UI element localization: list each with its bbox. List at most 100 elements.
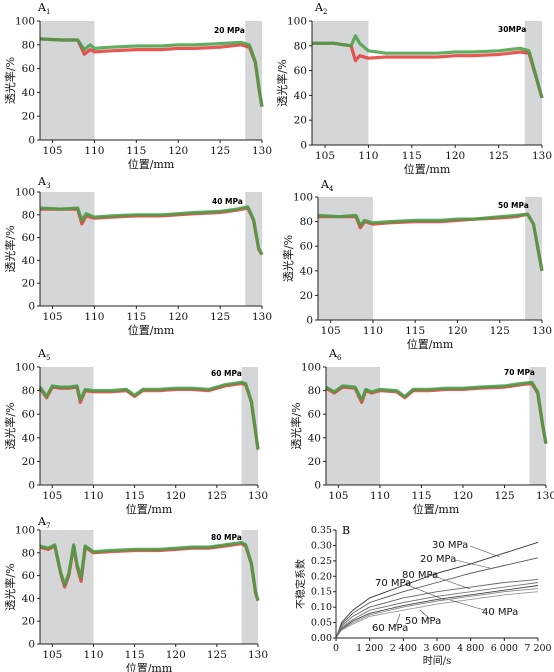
curve-label: 50 MPa	[405, 616, 441, 627]
series-line	[335, 582, 539, 639]
x-axis-label: 时间/s	[423, 654, 452, 667]
y-tick-label: 40	[22, 87, 35, 99]
y-tick-label: 60	[308, 409, 321, 421]
shaded-region	[241, 367, 258, 485]
y-tick-label: 0.20	[311, 571, 332, 582]
y-tick-label: 80	[22, 385, 35, 397]
leader-line	[449, 599, 485, 611]
panel-a6: 0 20 40 60 80 100 105 110 115 120 125 130 位置/mm 透光率/%…	[289, 347, 554, 516]
y-axis-label: 不稳定系数	[294, 559, 307, 609]
y-tick-label: 60	[22, 232, 35, 244]
x-tick-label: 4 800	[457, 643, 484, 654]
x-tick-label: 130	[532, 150, 552, 162]
x-tick-label: 125	[210, 145, 230, 157]
x-tick-label: 120	[166, 649, 186, 661]
series-line	[312, 41, 544, 99]
curve-label: 60 MPa	[372, 623, 408, 634]
x-tick-label: 125	[210, 311, 230, 323]
x-axis-label: 位置/mm	[128, 323, 175, 337]
x-axis-label: 位置/mm	[126, 502, 173, 516]
y-tick-label: 0.30	[311, 540, 332, 551]
y-tick-label: 60	[22, 570, 35, 582]
leader-line	[404, 583, 446, 601]
series-line	[335, 578, 539, 639]
x-tick-label: 110	[84, 145, 104, 157]
x-axis-label: 位置/mm	[128, 157, 175, 171]
shaded-region	[525, 197, 542, 320]
panel-a2: 0 20 40 60 80 100 105 110 115 120 125 130 位置/mm 透光率/%…	[275, 1, 552, 176]
x-tick-label: 130	[248, 649, 268, 661]
x-axis-label: 位置/mm	[404, 162, 451, 176]
y-tick-label: 80	[308, 385, 321, 397]
series-line	[335, 557, 539, 639]
y-axis-label: 透光率/%	[3, 563, 17, 610]
x-tick-label: 7 200	[524, 643, 551, 654]
leader-line	[433, 575, 471, 590]
x-tick-label: 125	[207, 490, 227, 502]
series-line	[335, 588, 539, 639]
y-tick-label: 40	[22, 593, 35, 605]
x-tick-label: 115	[405, 325, 425, 337]
shaded-region	[245, 192, 262, 306]
pressure-label: 40 MPa	[212, 197, 243, 206]
x-tick-label: 120	[166, 490, 186, 502]
x-tick-label: 125	[490, 325, 510, 337]
shaded-region	[40, 192, 95, 306]
panel-letter: A3	[37, 175, 50, 190]
y-axis-label: 透光率/%	[275, 59, 289, 106]
y-tick-label: 80	[300, 216, 313, 228]
y-tick-label: 40	[22, 432, 35, 444]
y-tick-label: 0.35	[311, 525, 332, 536]
x-tick-label: 130	[252, 145, 272, 157]
curve-label: 80 MPa	[402, 570, 438, 581]
x-tick-label: 110	[363, 325, 383, 337]
curve-label: 20 MPa	[420, 554, 456, 565]
y-tick-label: 20	[308, 456, 321, 468]
leader-line	[469, 545, 501, 558]
pressure-label: 60 MPa	[211, 369, 242, 378]
panel-letter: A6	[328, 347, 342, 362]
x-tick-label: 105	[43, 311, 63, 323]
x-tick-label: 105	[42, 649, 62, 661]
panel-a7: 0 20 40 60 80 100 105 110 115 120 125 130 位置/mm 透光率/%…	[3, 515, 268, 672]
shaded-region	[312, 21, 369, 145]
x-tick-label: 105	[321, 325, 341, 337]
y-tick-label: 20	[22, 456, 35, 468]
y-tick-label: 40	[300, 265, 313, 277]
y-tick-label: 0	[28, 301, 35, 313]
x-axis-label: 位置/mm	[126, 661, 173, 672]
y-tick-label: 0.10	[311, 602, 332, 613]
x-tick-label: 110	[358, 150, 378, 162]
y-tick-label: 100	[293, 192, 313, 204]
pressure-label: 70 MPa	[504, 368, 535, 377]
y-tick-label: 100	[15, 525, 35, 537]
x-tick-label: 130	[252, 311, 272, 323]
curve-label: 40 MPa	[482, 607, 518, 618]
series-line	[335, 591, 539, 639]
x-tick-label: 125	[489, 150, 509, 162]
series-line	[39, 37, 264, 107]
x-tick-label: 120	[447, 325, 467, 337]
panel-a1: 0 20 40 60 80 100 105 110 115 120 125 130 位置/mm 透光率/%…	[3, 1, 272, 171]
leader-line	[394, 613, 401, 629]
panel-a5: 0 20 40 60 80 100 105 110 115 120 125 130 位置/mm 透光率/%…	[3, 347, 268, 516]
y-tick-label: 20	[300, 290, 313, 302]
panel-letter: A1	[37, 1, 50, 16]
y-tick-label: 40	[294, 90, 307, 102]
y-tick-label: 20	[22, 111, 35, 123]
y-tick-label: 0	[28, 135, 35, 147]
pressure-label: 30MPa	[498, 25, 526, 34]
series-line	[335, 541, 539, 639]
x-tick-label: 120	[168, 145, 188, 157]
y-axis-label: 透光率/%	[281, 235, 295, 282]
panel-a4: 0 20 40 60 80 100 105 110 115 120 125 130 位置/mm 透光率/%…	[281, 178, 552, 351]
y-tick-label: 0.25	[311, 556, 332, 567]
shaded-region	[241, 530, 258, 644]
x-tick-label: 115	[125, 490, 145, 502]
y-tick-label: 20	[22, 278, 35, 290]
y-tick-label: 0	[28, 480, 35, 492]
x-axis-label: 位置/mm	[413, 502, 460, 516]
x-tick-label: 130	[536, 490, 554, 502]
y-axis-label: 透光率/%	[289, 402, 303, 449]
